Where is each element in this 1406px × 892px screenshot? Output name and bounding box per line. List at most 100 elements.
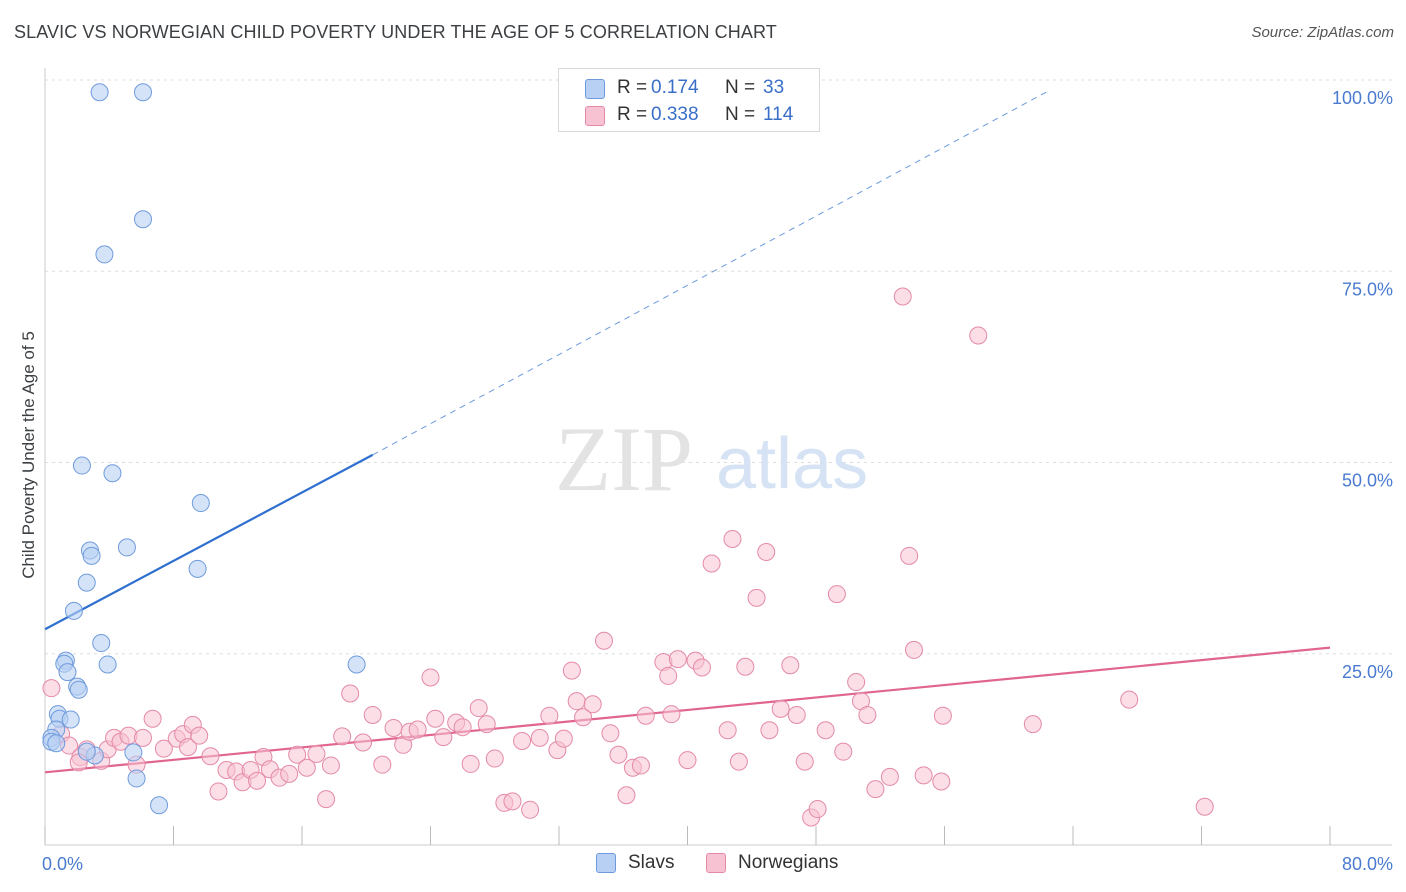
legend-label-slavs: Slavs [628, 852, 675, 873]
norwegians-point [702, 554, 721, 573]
norwegians-point [540, 706, 559, 725]
x-tick-label: 0.0% [42, 854, 83, 874]
norwegians-point [1120, 690, 1139, 709]
norwegians-point [880, 767, 899, 786]
y-tick-label: 100.0% [1332, 88, 1393, 108]
slavs-point [191, 494, 210, 513]
slavs-point [150, 796, 169, 815]
slavs-point [77, 742, 96, 761]
slavs-point [133, 210, 152, 229]
norwegians-point [190, 726, 209, 745]
norwegians-point [932, 772, 951, 791]
norwegians-point [933, 706, 952, 725]
legend-r-value: 0.174 [651, 77, 699, 98]
norwegians-point [631, 756, 650, 775]
norwegians-point [341, 684, 360, 703]
norwegians-point [904, 640, 923, 659]
norwegians-point [781, 656, 800, 675]
legend-n-label: N = [725, 104, 756, 125]
norwegians-point [718, 721, 737, 740]
slavs-swatch [596, 853, 616, 873]
slavs-point [95, 245, 114, 264]
norwegians-point [583, 695, 602, 714]
norwegians-point [248, 771, 267, 790]
slavs-swatch [585, 79, 605, 99]
norwegians-point [503, 792, 522, 811]
slavs-point [117, 538, 136, 557]
series-legend: Slavs Norwegians [0, 852, 1406, 878]
y-tick-label: 25.0% [1342, 662, 1393, 682]
norwegians-point [858, 705, 877, 724]
norwegians-point [317, 790, 336, 809]
slavs-point [47, 734, 66, 753]
tick-labels: 25.0% 50.0% 75.0% 100.0% 0.0% 80.0% [42, 88, 1393, 874]
norwegians-point [834, 742, 853, 761]
norwegians-point [787, 705, 806, 724]
norwegians-point [209, 782, 228, 801]
slavs-point [69, 680, 88, 699]
slavs-point [98, 655, 117, 674]
norwegians-point [133, 728, 152, 747]
norwegians-point [373, 755, 392, 774]
slavs-point [103, 464, 122, 483]
norwegians-point [723, 530, 742, 548]
watermark: ZIP atlas [555, 408, 868, 510]
slavs-point [58, 663, 77, 682]
norwegians-point [554, 729, 573, 748]
norwegians-point [692, 658, 711, 677]
slavs-point [188, 559, 207, 578]
legend-n-label: N = [725, 77, 756, 98]
norwegians-point [729, 752, 748, 771]
slavs-point [133, 83, 152, 102]
norwegians-point [1023, 715, 1042, 734]
norwegians-point [760, 721, 779, 740]
norwegians-point [771, 699, 790, 718]
norwegians-point [513, 731, 532, 750]
norwegians-swatch [585, 106, 605, 126]
norwegians-point [827, 585, 846, 604]
slavs-point [124, 743, 143, 762]
norwegians-point [747, 588, 766, 607]
norwegians-point [42, 679, 61, 698]
slavs-trend-line [44, 453, 374, 631]
norwegians-point [574, 708, 593, 727]
norwegians-point [636, 706, 655, 725]
slavs-point [72, 456, 91, 475]
source-credit: Source: ZipAtlas.com [1251, 24, 1394, 41]
legend-n-value: 114 [763, 104, 794, 125]
chart-title: SLAVIC VS NORWEGIAN CHILD POVERTY UNDER … [14, 22, 777, 42]
legend-row-norwegians: R = 0.338 N = 114 [559, 102, 819, 128]
norwegians-point [426, 709, 445, 728]
legend-r-label: R = [617, 77, 648, 98]
slavs-point [90, 83, 109, 102]
grid-lines [45, 79, 1392, 655]
norwegians-point [795, 752, 814, 771]
norwegians-point [321, 756, 340, 775]
norwegians-point [461, 754, 480, 773]
norwegians-swatch [706, 853, 726, 873]
norwegians-point [914, 766, 933, 785]
norwegians-point [307, 744, 326, 763]
norwegians-point [521, 800, 540, 819]
norwegians-point [384, 718, 403, 737]
norwegians-point [154, 739, 173, 758]
norwegians-point [469, 699, 488, 718]
norwegians-point [201, 747, 220, 766]
watermark-atlas: atlas [716, 424, 868, 504]
slavs-point [347, 655, 366, 674]
slavs-point [127, 769, 146, 788]
slavs-point [64, 601, 83, 620]
legend-r-value: 0.338 [651, 104, 699, 125]
slavs-points [42, 83, 366, 815]
norwegians-point [280, 764, 299, 783]
norwegians-point [594, 631, 613, 650]
norwegians-point [900, 546, 919, 565]
norwegians-point [567, 692, 586, 711]
norwegians-point [808, 800, 827, 819]
norwegians-point [893, 287, 912, 306]
norwegians-point [678, 751, 697, 770]
norwegians-point [178, 738, 197, 757]
axes [44, 68, 1392, 846]
norwegians-point [477, 715, 496, 734]
